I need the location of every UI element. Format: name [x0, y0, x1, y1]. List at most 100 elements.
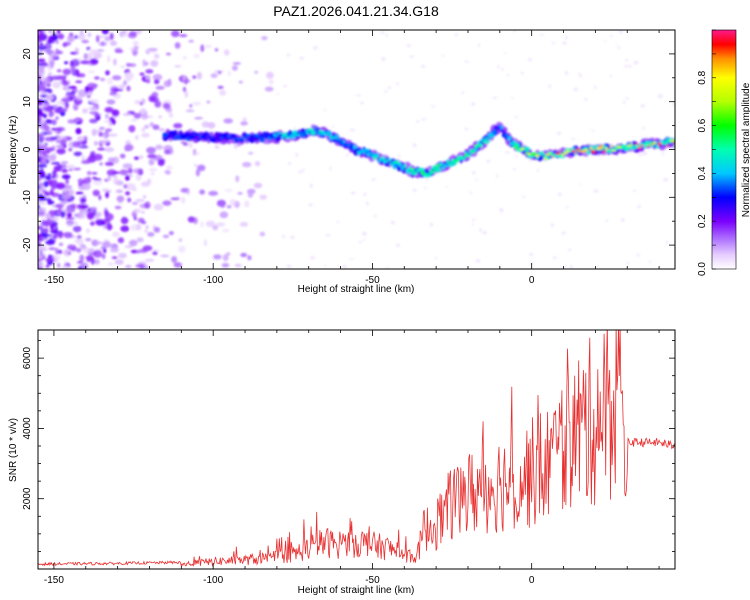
heat-noise-blob — [89, 118, 98, 124]
heat-noise-blob — [556, 131, 562, 135]
heat-noise-blob — [461, 91, 465, 94]
heat-noise-blob — [76, 235, 82, 240]
heat-noise-blob — [434, 256, 438, 259]
heat-ridge-blob — [662, 141, 668, 145]
heat-noise-blob — [56, 182, 66, 190]
heat-ridge-blob — [540, 151, 545, 156]
heat-noise-blob — [120, 225, 130, 232]
heat-noise-blob — [38, 260, 44, 267]
heat-noise-blob — [94, 112, 99, 119]
heat-ridge-blob — [177, 136, 180, 139]
heat-noise-blob — [551, 42, 556, 44]
heat-noise-blob — [94, 76, 100, 80]
heat-noise-blob — [44, 142, 48, 147]
heat-noise-blob — [101, 30, 109, 35]
heat-ridge-blob — [329, 134, 333, 138]
heat-noise-blob — [584, 97, 588, 102]
heat-noise-blob — [47, 173, 52, 176]
heat-noise-blob — [38, 195, 46, 201]
heat-noise-blob — [174, 65, 182, 68]
heat-noise-blob — [110, 245, 118, 249]
heat-noise-blob — [552, 256, 558, 259]
heat-noise-blob — [57, 33, 65, 40]
heat-noise-blob — [108, 133, 118, 137]
spectrogram-y-tick-label: 10 — [22, 96, 33, 108]
heat-ridge-blob — [304, 129, 307, 135]
heat-ridge-blob — [268, 136, 272, 140]
heat-noise-blob — [50, 188, 54, 196]
heat-noise-blob — [214, 48, 219, 52]
heat-ridge-blob — [420, 171, 426, 175]
heat-ridge-blob — [332, 133, 336, 137]
heat-noise-blob — [144, 229, 149, 233]
heat-noise-blob — [165, 52, 172, 56]
heat-ridge-blob — [336, 137, 342, 141]
snr-y-tick-label: 4000 — [22, 417, 33, 440]
heat-noise-blob — [168, 113, 174, 118]
heat-noise-blob — [146, 178, 152, 184]
heat-ridge-blob — [377, 159, 381, 162]
spectrogram-y-tick-label: 0 — [22, 146, 33, 152]
colorbar-tick-label: 0.6 — [697, 118, 708, 132]
colorbar-tick-label: 0.2 — [697, 214, 708, 228]
heat-ridge-blob — [191, 137, 196, 140]
heat-ridge-blob — [530, 152, 535, 155]
heat-noise-blob — [67, 244, 77, 250]
heat-noise-blob — [79, 254, 85, 262]
heat-noise-blob — [61, 174, 71, 180]
heat-noise-blob — [479, 228, 482, 233]
heat-noise-blob — [95, 220, 106, 226]
heat-noise-blob — [41, 157, 47, 164]
heat-noise-blob — [536, 169, 540, 172]
heat-noise-blob — [125, 265, 132, 268]
heat-noise-blob — [237, 192, 243, 195]
heat-noise-blob — [67, 34, 75, 43]
heat-noise-blob — [609, 75, 613, 78]
heat-noise-blob — [445, 185, 448, 188]
heat-noise-blob — [221, 204, 225, 209]
heat-noise-blob — [85, 228, 91, 234]
heat-ridge-blob — [555, 152, 560, 155]
heat-noise-blob — [48, 237, 56, 244]
heat-noise-blob — [100, 140, 110, 144]
heat-noise-blob — [85, 238, 92, 242]
heat-noise-blob — [346, 153, 349, 157]
heat-noise-blob — [38, 225, 44, 230]
heat-noise-blob — [374, 214, 377, 218]
heat-noise-blob — [222, 254, 229, 262]
heat-ridge-blob — [216, 138, 221, 142]
heat-noise-blob — [201, 121, 210, 128]
heat-noise-blob — [55, 48, 59, 52]
heat-ridge-blob — [605, 147, 608, 151]
heat-noise-blob — [81, 210, 89, 214]
heat-noise-blob — [74, 47, 80, 55]
heat-noise-blob — [133, 208, 141, 213]
heat-noise-blob — [188, 142, 193, 149]
heat-noise-blob — [561, 231, 566, 235]
heat-noise-blob — [62, 68, 72, 76]
heat-noise-blob — [89, 49, 98, 55]
heat-noise-blob — [43, 232, 49, 239]
heat-noise-blob — [58, 107, 68, 113]
heat-ridge-blob — [317, 133, 320, 135]
heat-noise-blob — [109, 91, 117, 96]
heat-ridge-blob — [507, 136, 512, 141]
heat-ridge-blob — [515, 146, 519, 150]
spectrogram-x-ticks: -150 -100 -50 0 — [44, 30, 660, 286]
heat-noise-blob — [139, 72, 145, 76]
heat-ridge-blob — [193, 132, 199, 136]
heat-noise-blob — [309, 183, 313, 188]
heat-noise-blob — [358, 240, 362, 244]
heat-ridge-blob — [576, 148, 581, 151]
heat-noise-blob — [223, 49, 230, 56]
heat-noise-blob — [238, 80, 243, 84]
heat-ridge-blob — [298, 131, 303, 135]
heat-noise-blob — [114, 259, 124, 265]
heat-noise-blob — [38, 110, 44, 118]
heat-noise-blob — [105, 70, 110, 76]
heat-ridge-blob — [308, 128, 314, 131]
heat-ridge-blob — [171, 130, 175, 136]
heat-ridge-blob — [222, 135, 226, 138]
heat-noise-blob — [133, 156, 140, 160]
heat-noise-blob — [86, 171, 92, 176]
